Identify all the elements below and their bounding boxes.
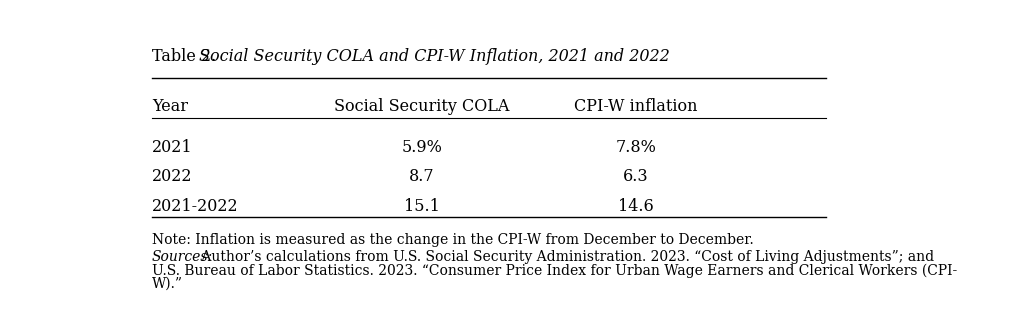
Text: Table 2.: Table 2.: [152, 48, 221, 65]
Text: 8.7: 8.7: [409, 168, 434, 185]
Text: Year: Year: [152, 98, 187, 115]
Text: 6.3: 6.3: [623, 168, 649, 185]
Text: W).”: W).”: [152, 276, 183, 290]
Text: 15.1: 15.1: [403, 198, 439, 215]
Text: Note: Inflation is measured as the change in the CPI-W from December to December: Note: Inflation is measured as the chang…: [152, 233, 754, 248]
Text: 2021: 2021: [152, 139, 193, 156]
Text: U.S. Bureau of Labor Statistics. 2023. “Consumer Price Index for Urban Wage Earn: U.S. Bureau of Labor Statistics. 2023. “…: [152, 263, 957, 277]
Text: Sources:: Sources:: [152, 250, 213, 264]
Text: 2022: 2022: [152, 168, 193, 185]
Text: 7.8%: 7.8%: [615, 139, 656, 156]
Text: 5.9%: 5.9%: [401, 139, 442, 156]
Text: Social Security COLA and CPI-W Inflation, 2021 and 2022: Social Security COLA and CPI-W Inflation…: [200, 48, 670, 65]
Text: 14.6: 14.6: [618, 198, 653, 215]
Text: 2021-2022: 2021-2022: [152, 198, 239, 215]
Text: Social Security COLA: Social Security COLA: [334, 98, 509, 115]
Text: Author’s calculations from U.S. Social Security Administration. 2023. “Cost of L: Author’s calculations from U.S. Social S…: [197, 250, 934, 264]
Text: CPI-W inflation: CPI-W inflation: [574, 98, 697, 115]
